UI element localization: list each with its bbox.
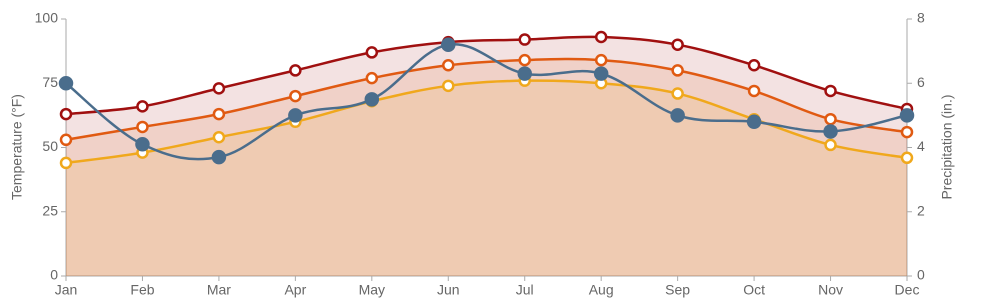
point [593,66,609,81]
point [289,89,302,103]
y-tick-label: 0 [50,267,58,283]
point [671,87,684,100]
x-tick-label: Jul [516,282,534,298]
area [66,36,907,277]
point [518,53,531,67]
x-tick-label: Oct [743,282,765,298]
area [66,59,907,277]
x-tick-label: Dec [895,282,920,298]
x-tick-label: Feb [130,282,154,298]
point [746,114,762,130]
point [747,84,761,98]
point [364,92,380,107]
point [670,108,685,123]
y2-axis-title: Precipitation (in.) [939,94,955,199]
point [442,79,455,93]
y2-tick-label: 0 [917,267,925,283]
point [289,64,302,77]
x-tick-label: Nov [818,282,843,298]
y-tick-label: 100 [35,10,59,26]
point [212,107,226,121]
point [58,76,74,91]
point [518,33,531,46]
point [824,84,837,98]
point [441,37,456,52]
point [594,30,608,44]
point [211,149,227,165]
x-tick-label: Jun [437,282,460,298]
point [135,137,150,152]
point [59,133,73,147]
y2-tick-label: 6 [917,74,925,90]
point [212,82,226,95]
y-tick-label: 75 [42,74,58,90]
x-tick-label: Aug [589,282,614,298]
y-axis-title: Temperature (°F) [9,94,25,200]
y2-tick-label: 2 [917,202,925,218]
point [671,64,684,77]
point [594,53,608,67]
point [900,125,914,139]
x-tick-label: May [359,282,385,298]
y-tick-label: 25 [42,202,58,218]
x-tick-label: Apr [284,282,306,298]
point [824,138,837,152]
area [66,80,907,276]
point [824,112,837,126]
y2-tick-label: 4 [917,138,925,154]
point [365,46,379,59]
x-tick-label: Sep [665,282,690,298]
point [517,66,532,81]
y-tick-label: 50 [42,138,58,154]
point [136,120,149,134]
point [365,71,379,85]
point [212,130,226,144]
point [442,59,455,72]
point [59,107,73,121]
point [900,151,914,165]
point [288,108,303,123]
point [823,124,838,139]
point [899,108,915,123]
point [59,156,73,170]
point [136,100,149,113]
point [747,59,761,72]
x-tick-label: Jan [55,282,78,298]
line [65,35,908,116]
y2-tick-label: 8 [917,10,925,26]
x-tick-label: Mar [207,282,231,298]
point [671,38,684,51]
